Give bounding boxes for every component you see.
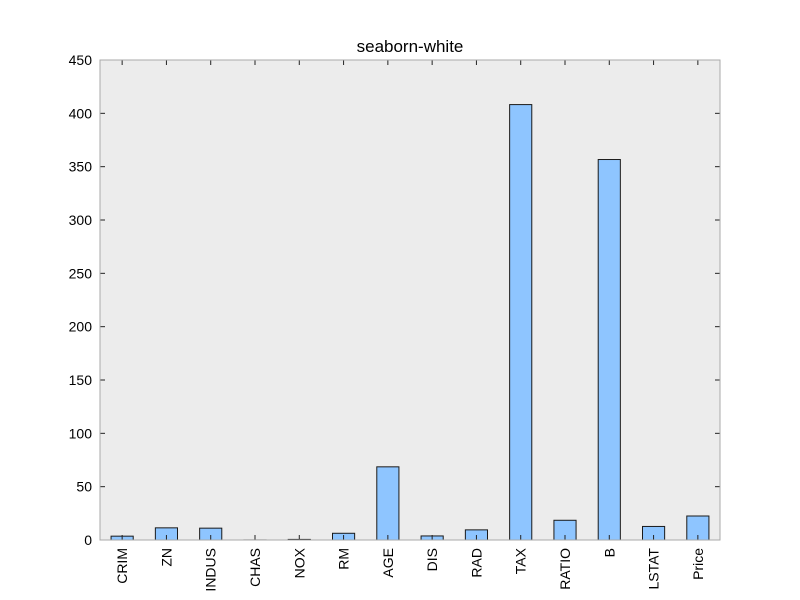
x-tick-label-indus: INDUS [203,548,219,592]
y-tick-label-200: 200 [69,319,93,335]
y-tick-label-0: 0 [84,532,92,548]
x-tick-label-age: AGE [380,548,396,578]
plot-background [100,60,720,540]
x-tick-label-nox: NOX [291,547,307,578]
y-tick-label-400: 400 [69,105,93,121]
y-tick-label-250: 250 [69,265,93,281]
y-tick-label-100: 100 [69,425,93,441]
x-tick-label-chas: CHAS [247,548,263,587]
bars-layer [110,104,710,541]
y-tick-label-350: 350 [69,159,93,175]
y-tick-label-450: 450 [69,52,93,68]
x-tick-label-tax: TAX [513,547,529,574]
bar-tax [509,104,533,541]
bar-age [376,466,400,541]
x-tick-label-ratio: RATIO [557,548,573,590]
plot-frame [99,59,721,541]
ticks-layer: CRIM ZN INDUS CHAS NOX RM AGE DIS RAD TAX RATIO B LS… [69,52,720,592]
x-tick-label-dis: DIS [424,548,440,571]
x-tick-label-price: Price [690,548,706,580]
y-tick-label-150: 150 [69,372,93,388]
x-tick-label-zn: ZN [158,548,174,567]
x-tick-label-crim: CRIM [114,548,130,584]
y-tick-label-300: 300 [69,212,93,228]
x-tick-label-rad: RAD [468,548,484,578]
x-tick-label-b: B [601,548,617,557]
bar-b [597,159,621,541]
x-tick-label-lstat: LSTAT [646,548,662,590]
y-tick-label-50: 50 [76,479,92,495]
x-tick-label-rm: RM [336,548,352,570]
chart-title: seaborn-white [357,37,464,56]
